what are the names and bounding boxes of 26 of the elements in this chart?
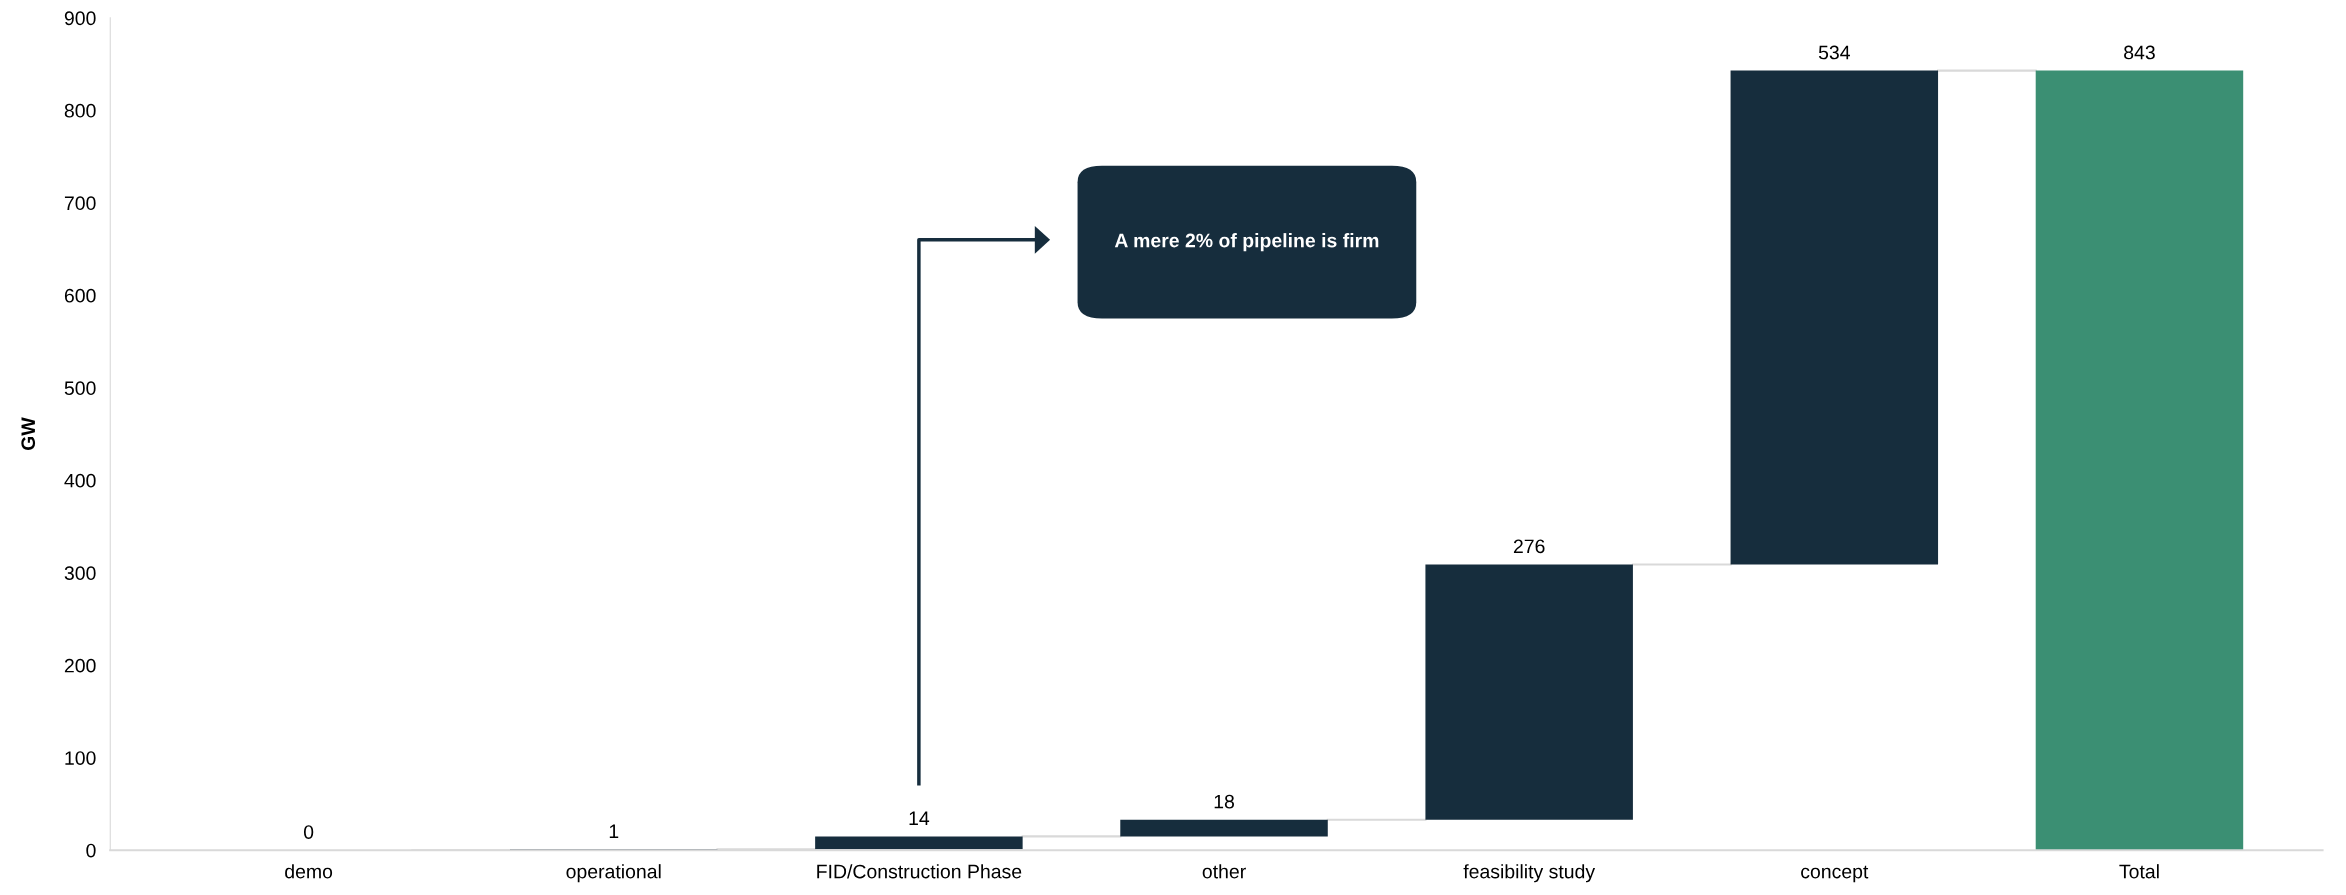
x-tick-label: concept: [1801, 865, 1869, 883]
y-tick-label: 400: [64, 473, 96, 488]
y-tick-label: 800: [64, 103, 96, 118]
x-tick-label: feasibility study: [1463, 864, 1596, 883]
data-label: 0: [303, 825, 314, 840]
x-tick-label: FID/Construction Phase: [817, 864, 1022, 879]
y-tick-label: 600: [64, 288, 96, 303]
y-tick-label: 700: [64, 196, 96, 211]
x-tick-label: operational: [566, 864, 661, 883]
y-tick-label: 900: [64, 11, 96, 26]
data-label: 1: [609, 824, 619, 838]
x-tick-label: Total: [2119, 864, 2159, 879]
data-label: 843: [2124, 45, 2155, 60]
data-label: 14: [909, 811, 930, 825]
y-tick-label: 500: [64, 381, 96, 396]
y-tick-label: 300: [64, 566, 96, 581]
x-tick-label: other: [1202, 864, 1246, 879]
y-tick-label: 100: [65, 751, 96, 765]
data-label: 534: [1818, 45, 1850, 60]
y-axis-title: GW: [21, 417, 36, 451]
y-tick-label: 0: [86, 843, 96, 858]
data-label: 18: [1214, 794, 1234, 809]
x-tick-label: demo: [285, 864, 333, 879]
data-label: 276: [1513, 539, 1545, 554]
y-tick-label: 200: [64, 658, 96, 673]
annotation: A mere 2% of pipeline is firm: [1114, 233, 1379, 252]
